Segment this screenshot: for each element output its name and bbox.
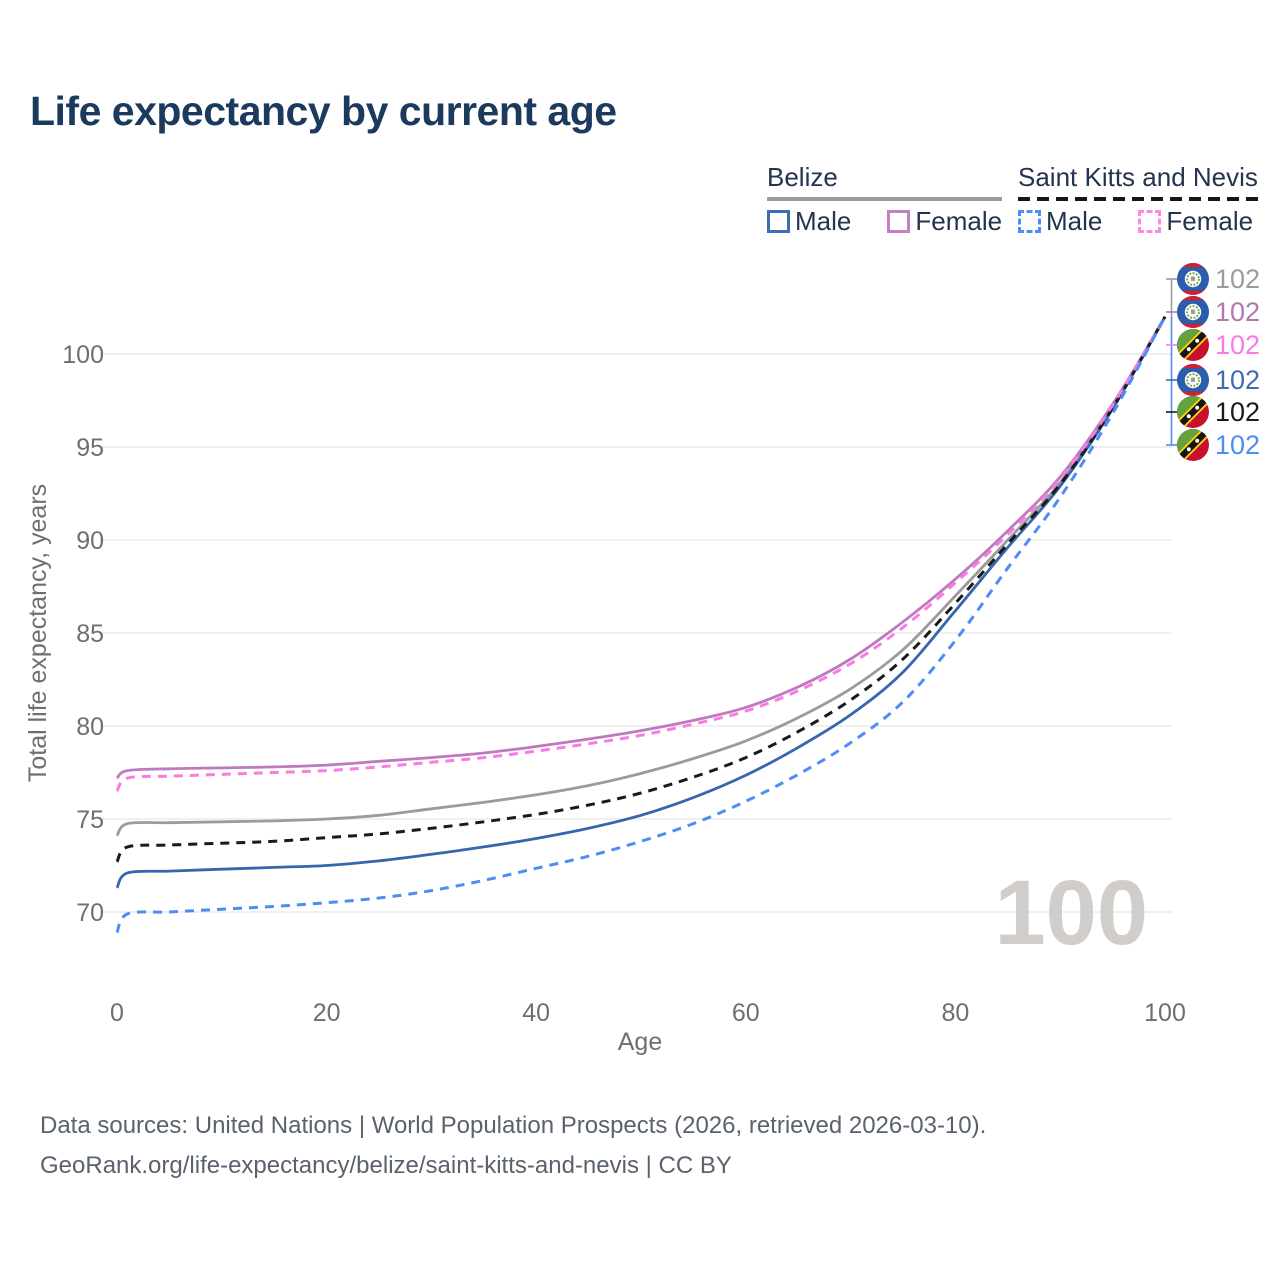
- y-tick-label-90: 90: [76, 527, 104, 555]
- y-axis-title: Total life expectancy, years: [24, 484, 52, 782]
- flag-icon-belize: [1177, 263, 1209, 295]
- end-label-value-belize: 102: [1215, 264, 1260, 294]
- x-tick-label-100: 100: [1144, 999, 1186, 1027]
- y-tick-label-95: 95: [76, 434, 104, 462]
- legend-swatch-solid: [767, 209, 790, 233]
- series-line-belize-male[interactable]: [115, 316, 1167, 889]
- footer: Data sources: United Nations | World Pop…: [40, 1106, 986, 1186]
- legend-swatch-dashed: [1018, 209, 1041, 233]
- age-counter-watermark: 100: [995, 862, 1149, 964]
- end-label-value-belize-female: 102: [1215, 297, 1260, 327]
- flag-icon-belize: [1177, 296, 1209, 328]
- x-tick-label-60: 60: [732, 999, 760, 1027]
- legend-group-belize: Belize Male Female: [767, 162, 1003, 234]
- series-line-belize[interactable]: [115, 316, 1167, 837]
- legend-item-label: Male: [795, 206, 852, 236]
- flag-icon-skn: [1177, 329, 1209, 361]
- flag-icon-belize: [1177, 364, 1209, 396]
- legend-item-saint-kitts-and-nevis-female[interactable]: Female: [1138, 208, 1253, 234]
- x-tick-label-80: 80: [941, 999, 969, 1027]
- end-label-value-saint-kitts-and-nevis: 102: [1215, 397, 1260, 427]
- legend-swatch-solid: [887, 209, 911, 233]
- legend-item-label: Female: [1166, 206, 1254, 236]
- y-tick-label-80: 80: [76, 713, 104, 741]
- x-tick-label-20: 20: [313, 999, 341, 1027]
- x-tick-label-40: 40: [522, 999, 550, 1027]
- footer-attribution-link[interactable]: GeoRank.org/life-expectancy/belize/saint…: [40, 1152, 732, 1179]
- legend-country-underline-solid: [767, 197, 1003, 201]
- legend-group-saint-kitts-and-nevis: Saint Kitts and Nevis Male Female: [1018, 162, 1258, 234]
- legend-item-belize-female[interactable]: Female: [887, 208, 1002, 234]
- x-axis-title: Age: [618, 1028, 662, 1056]
- series-line-saint-kitts-and-nevis[interactable]: [115, 316, 1167, 863]
- end-label-value-belize-male: 102: [1215, 365, 1260, 395]
- legend-item-belize-male[interactable]: Male: [767, 208, 851, 234]
- legend-item-saint-kitts-and-nevis-male[interactable]: Male: [1018, 208, 1102, 234]
- legend-country-label[interactable]: Belize: [767, 162, 838, 192]
- end-label-value-saint-kitts-and-nevis-female: 102: [1215, 330, 1260, 360]
- flag-icon-skn: [1177, 396, 1209, 428]
- x-tick-label-0: 0: [110, 999, 124, 1027]
- legend-item-label: Female: [915, 206, 1003, 236]
- legend-country-label[interactable]: Saint Kitts and Nevis: [1018, 162, 1258, 192]
- series-line-belize-female[interactable]: [115, 316, 1167, 780]
- legend-country-underline-dashed: [1018, 197, 1258, 201]
- series-line-saint-kitts-and-nevis-male[interactable]: [115, 316, 1167, 934]
- y-tick-label-85: 85: [76, 620, 104, 648]
- legend-swatch-dashed: [1138, 209, 1162, 233]
- end-label-value-saint-kitts-and-nevis-male: 102: [1215, 430, 1260, 460]
- y-tick-label-70: 70: [76, 899, 104, 927]
- y-tick-label-75: 75: [76, 806, 104, 834]
- series-line-saint-kitts-and-nevis-female[interactable]: [115, 316, 1167, 793]
- flag-icon-skn: [1177, 429, 1209, 461]
- footer-data-sources: Data sources: United Nations | World Pop…: [40, 1112, 987, 1139]
- legend-item-label: Male: [1046, 206, 1103, 236]
- page-title: Life expectancy by current age: [30, 88, 617, 134]
- y-tick-label-100: 100: [62, 341, 104, 369]
